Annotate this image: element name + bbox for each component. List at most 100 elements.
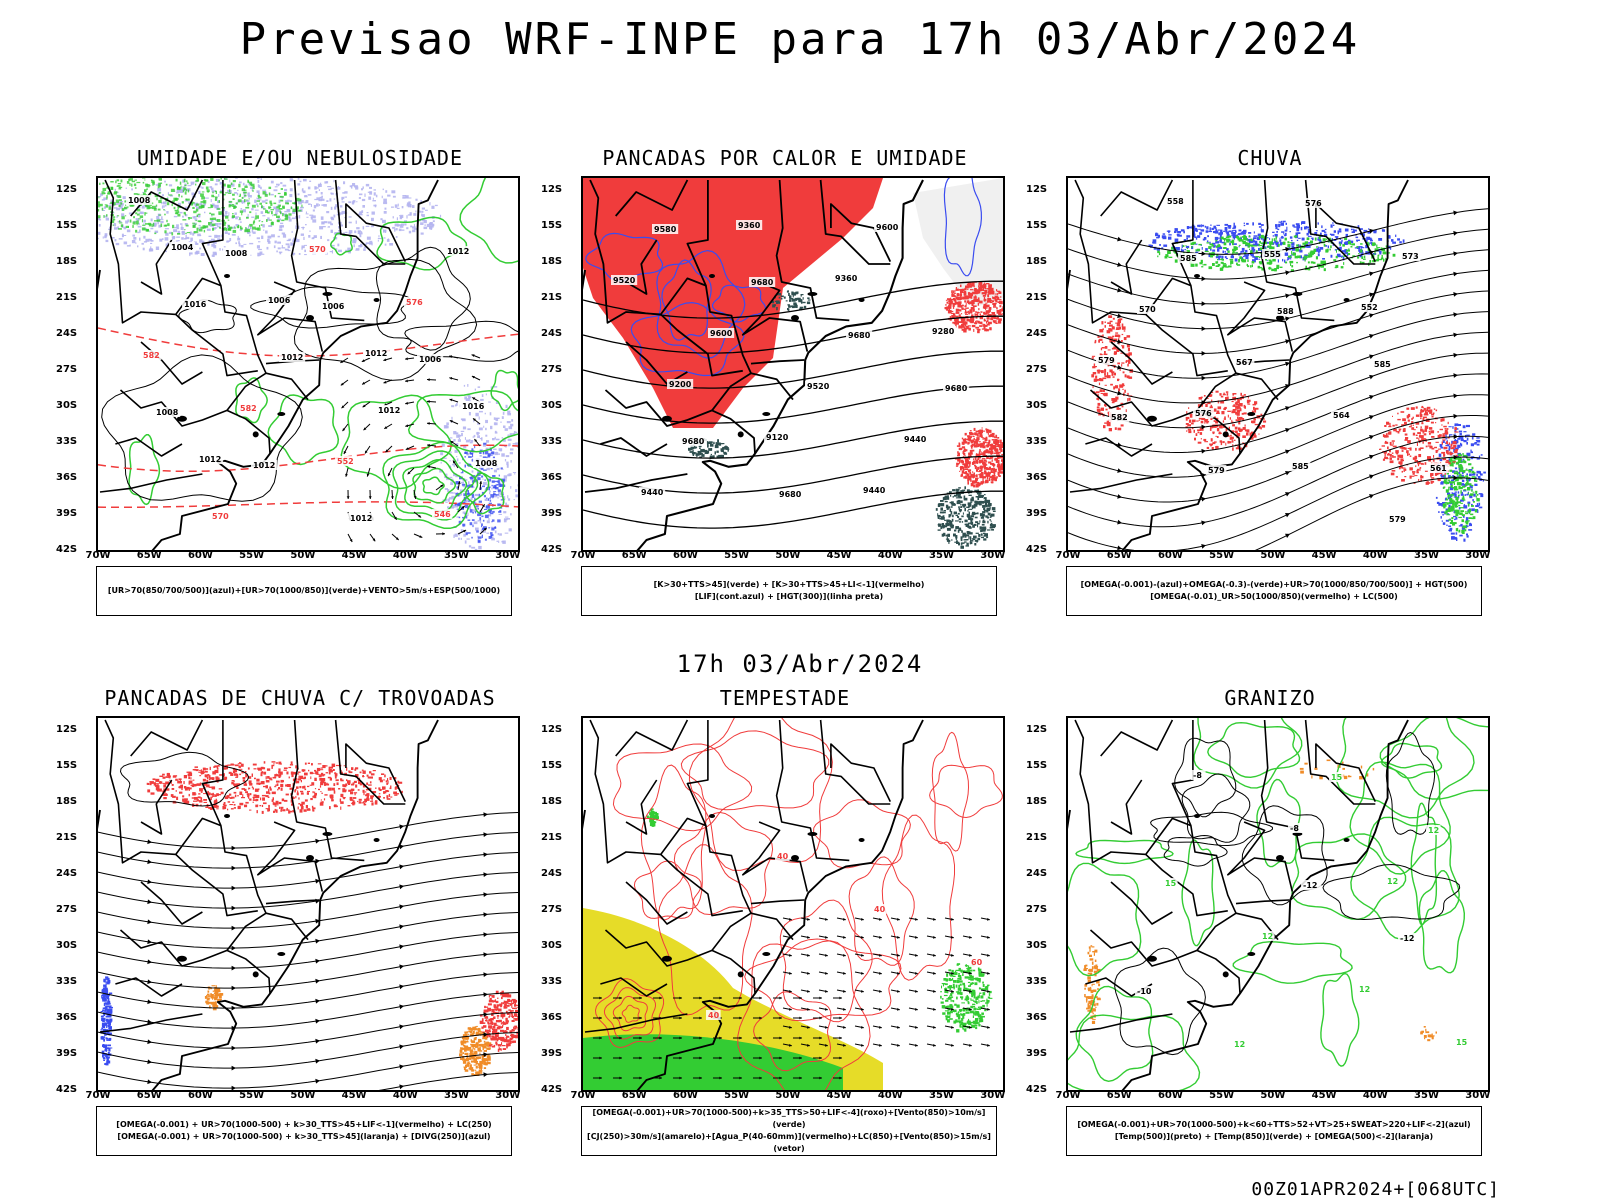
legend-line: [OMEGA(-0.001)+UR>70(1000-500)+k>35_TTS>… (592, 1108, 986, 1129)
lat-tick-label: 18S (1026, 256, 1048, 267)
lon-tick-label: 30W (980, 1090, 1006, 1101)
lat-tick-label: 12S (541, 724, 563, 735)
lon-tick-label: 50W (1260, 550, 1286, 561)
lat-tick-label: 15S (541, 760, 563, 771)
map-svg: 40 40 60 40 (583, 718, 1003, 1090)
lat-tick-label: 15S (1026, 760, 1048, 771)
contour-label: 9680 (751, 278, 774, 287)
lat-tick-label: 39S (541, 508, 563, 519)
lat-tick-label: 30S (541, 400, 563, 411)
contour-label: 561 (1430, 464, 1447, 473)
contour-label: 570 (309, 245, 326, 254)
contour-label: 9360 (738, 221, 761, 230)
lat-tick-label: 12S (56, 184, 78, 195)
legend-line: [OMEGA(-0.001) + UR>70(1000-500) + k>30_… (116, 1120, 492, 1129)
map-svg (98, 719, 518, 1090)
contour-label: 1012 (281, 353, 303, 362)
contour-label: 570 (1139, 305, 1156, 314)
contour-label: 552 (1361, 303, 1378, 312)
contour-label: 1012 (253, 461, 275, 470)
panel-title: GRANIZO (1224, 686, 1316, 710)
lon-tick-label: 60W (1157, 550, 1183, 561)
contour-label: 576 (1195, 409, 1212, 418)
contour-label: 9520 (807, 382, 830, 391)
lat-tick-label: 21S (56, 832, 78, 843)
contour-label: 1016 (184, 300, 207, 309)
panel-legend: [OMEGA(-0.001) + UR>70(1000-500) + k>30_… (96, 1106, 512, 1156)
legend-line: [OMEGA(-0.001)-(azul)+OMEGA(-0.3)-(verde… (1080, 580, 1468, 589)
panel-title: CHUVA (1237, 146, 1303, 170)
lat-tick-label: 36S (56, 1012, 78, 1023)
lon-tick-label: 50W (1260, 1090, 1286, 1101)
lat-tick-label: 15S (56, 220, 78, 231)
lon-tick-label: 40W (392, 550, 418, 561)
contour-label: 9520 (613, 276, 636, 285)
lon-tick-label: 70W (570, 1090, 596, 1101)
contour-label: 585 (1374, 360, 1391, 369)
lon-tick-label: 45W (1311, 550, 1337, 561)
contour-label: -12 (1303, 881, 1317, 890)
lat-tick-label: 27S (1026, 364, 1048, 375)
page-title: Previsao WRF-INPE para 17h 03/Abr/2024 (239, 14, 1361, 65)
legend-line: [UR>70(850/700/500)](azul)+[UR>70(1000/8… (107, 586, 501, 595)
lat-tick-label: 30S (1026, 400, 1048, 411)
lat-tick-label: 39S (56, 508, 78, 519)
lon-tick-label: 55W (1209, 550, 1235, 561)
contour-label: 582 (143, 351, 160, 360)
lat-tick-label: 24S (56, 328, 78, 339)
contour-label: 9440 (641, 488, 664, 497)
contour-label: 9440 (904, 435, 927, 444)
legend-line: [K>30+TTS>45](verde) + [K>30+TTS>45+LI<-… (653, 580, 925, 589)
lat-tick-label: 27S (56, 904, 78, 915)
lon-tick-label: 45W (826, 1090, 852, 1101)
contour-label: 9600 (876, 223, 899, 232)
contour-label: 585 (1292, 462, 1309, 471)
lat-tick-label: 30S (1026, 940, 1048, 951)
contour-label: 573 (1402, 252, 1419, 261)
lat-tick-label: 27S (541, 364, 563, 375)
contour-label: 9440 (863, 486, 886, 495)
lat-tick-label: 42S (541, 1084, 563, 1095)
lat-tick-label: 24S (1026, 868, 1048, 879)
lat-tick-label: 33S (1026, 976, 1048, 987)
lat-tick-label: 30S (541, 940, 563, 951)
contour-label: 1006 (268, 296, 291, 305)
lon-tick-label: 50W (775, 550, 801, 561)
contour-label: 1012 (199, 455, 221, 464)
contour-label: 579 (1389, 515, 1406, 524)
lon-tick-label: 30W (1465, 1090, 1491, 1101)
lat-tick-label: 36S (1026, 472, 1048, 483)
lon-tick-label: 65W (136, 550, 162, 561)
lat-tick-label: 39S (56, 1048, 78, 1059)
contour-label: 558 (1167, 197, 1184, 206)
contour-label: 585 (1180, 254, 1197, 263)
map-svg: 1008 1008 1006 1006 1008 1012 1012 1012 1016 1012… (98, 178, 518, 550)
lat-tick-label: 21S (541, 832, 563, 843)
lon-tick-label: 50W (290, 550, 316, 561)
lon-tick-label: 55W (724, 550, 750, 561)
model-run-label: 00Z01APR2024+[068UTC] (1251, 1179, 1500, 1200)
contour-label: 12 (1387, 877, 1398, 886)
lat-tick-label: 39S (541, 1048, 563, 1059)
map-plot (96, 716, 520, 1092)
map-plot: 40 40 60 40 (581, 716, 1005, 1092)
lon-tick-label: 40W (1362, 550, 1388, 561)
legend-line: [Temp(500)](preto) + [Temp(850)](verde) … (1114, 1132, 1434, 1141)
contour-label: 9360 (835, 274, 858, 283)
lat-tick-label: 39S (1026, 508, 1048, 519)
contour-label: 1016 (462, 402, 485, 411)
lat-tick-label: 36S (56, 472, 78, 483)
contour-label: 1012 (365, 349, 387, 358)
lon-tick-label: 55W (724, 1090, 750, 1101)
lat-tick-label: 27S (541, 904, 563, 915)
lat-tick-label: 36S (1026, 1012, 1048, 1023)
contour-label: 579 (1098, 356, 1115, 365)
lat-tick-label: 21S (1026, 292, 1048, 303)
lat-tick-label: 42S (541, 544, 563, 555)
contour-label: 9120 (766, 433, 789, 442)
contour-label: 1012 (447, 247, 469, 256)
lat-tick-label: 18S (541, 796, 563, 807)
lon-tick-label: 40W (1362, 1090, 1388, 1101)
legend-line: [CJ(250)>30m/s](amarelo)+[Agua_P(40-60mm… (587, 1132, 991, 1153)
contour-label: 555 (1264, 250, 1281, 259)
